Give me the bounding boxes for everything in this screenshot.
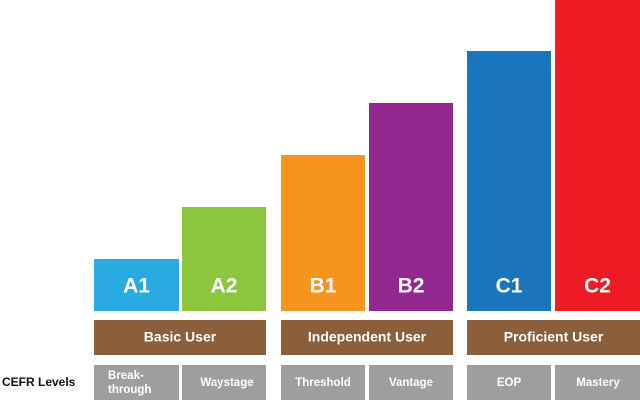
- level-code: A1: [123, 275, 150, 298]
- level-bar: [555, 0, 640, 311]
- descriptor: through: [108, 384, 151, 396]
- level-bars: A1 A2 B1 B2 C1 C2: [94, 0, 640, 311]
- level-code: A2: [211, 275, 238, 298]
- level-code: C2: [584, 275, 611, 298]
- descriptor-box: [182, 365, 266, 400]
- level-bar: [369, 103, 453, 311]
- descriptor-boxes: Break- through Waystage Threshold Vantag…: [94, 365, 640, 400]
- group-label: Independent User: [308, 329, 427, 345]
- descriptor-box: [281, 365, 365, 400]
- level-bar: [94, 259, 179, 311]
- descriptor: Threshold: [295, 377, 351, 389]
- group-bar: [281, 320, 453, 355]
- group-bar: [467, 320, 640, 355]
- descriptor: EOP: [497, 377, 522, 389]
- level-code: B1: [310, 275, 337, 298]
- level-code: B2: [398, 275, 425, 298]
- descriptor-box: [369, 365, 453, 400]
- level-bar: [182, 207, 266, 311]
- descriptor-box: [555, 365, 640, 400]
- descriptor-box: [94, 365, 179, 400]
- level-bar: [467, 51, 551, 311]
- descriptor: Break-: [108, 370, 144, 382]
- group-label: Basic User: [144, 329, 217, 345]
- descriptor-box: [467, 365, 551, 400]
- group-bar: [94, 320, 266, 355]
- group-bars: Basic User Independent User Proficient U…: [94, 320, 640, 355]
- level-code: C1: [496, 275, 523, 298]
- descriptor: Waystage: [200, 377, 253, 389]
- group-label: Proficient User: [504, 329, 604, 345]
- descriptor: Vantage: [389, 377, 433, 389]
- level-bar: [281, 155, 365, 311]
- row-label: CEFR Levels: [2, 375, 76, 389]
- descriptor: Mastery: [576, 377, 620, 389]
